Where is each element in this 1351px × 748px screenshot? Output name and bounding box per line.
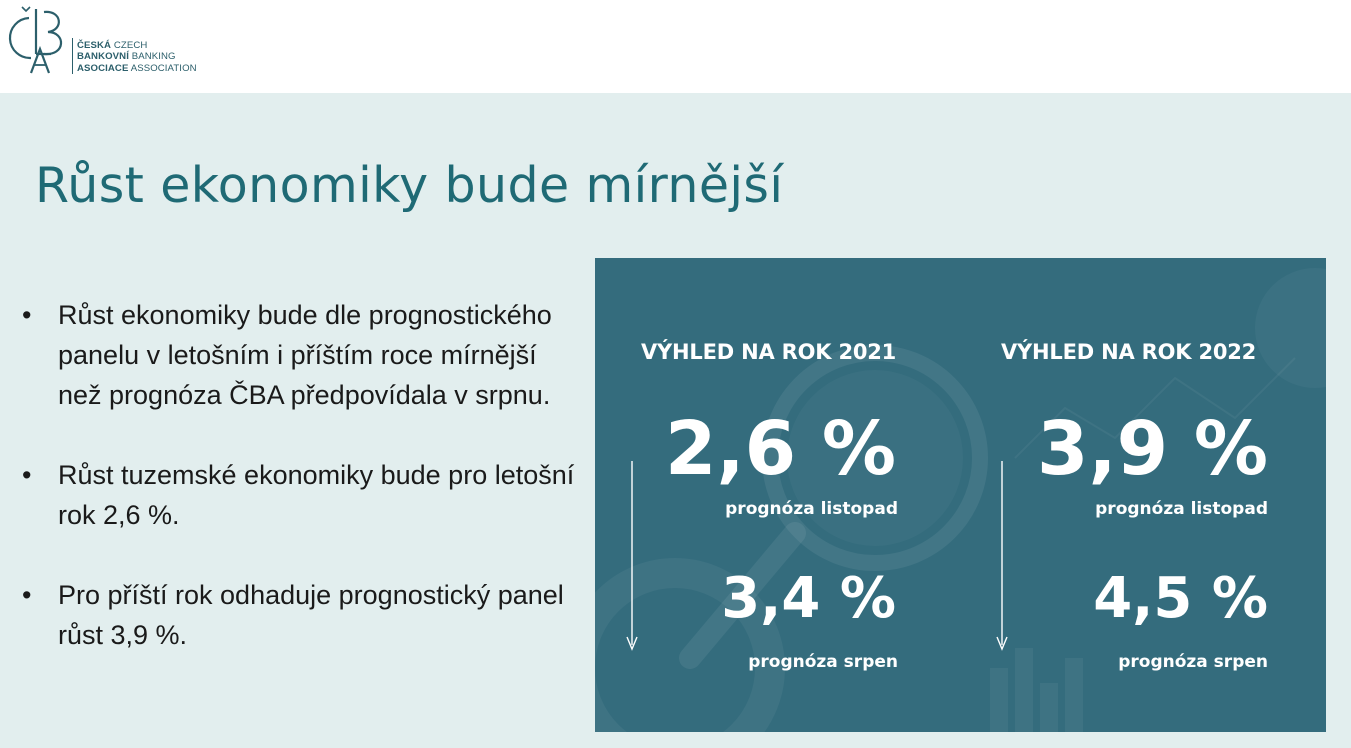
page-title: Růst ekonomiky bude mírnější: [35, 157, 784, 214]
logo-wordmark: ČESKÁ CZECH BANKOVNÍ BANKING ASOCIACE AS…: [77, 40, 197, 74]
outlook-2022-august-label: prognóza srpen: [1118, 652, 1268, 672]
logo-line3-light: ASSOCIATION: [130, 62, 197, 74]
outlook-panel: VÝHLED NA ROK 2021 2,6 % prognóza listop…: [595, 258, 1326, 732]
outlook-2022-november-value: 3,9 %: [1037, 406, 1268, 492]
down-arrow-icon: [626, 461, 638, 651]
bullet-text: Růst tuzemské ekonomiky bude pro letošní…: [58, 460, 575, 530]
cba-logo: [8, 6, 63, 74]
outlook-2022-august-value: 4,5 %: [1093, 566, 1268, 631]
logo-line3-bold: ASOCIACE: [77, 62, 129, 74]
outlook-2021-august-label: prognóza srpen: [748, 652, 898, 672]
outlook-2021-november-label: prognóza listopad: [725, 499, 898, 519]
logo-line1-light: CZECH: [113, 40, 148, 51]
outlook-2021-november-value: 2,6 %: [665, 406, 896, 492]
bullet-list: • Růst ekonomiky bude dle prognostického …: [18, 295, 578, 695]
bullet-item: • Pro příští rok odhaduje prognostický pa…: [18, 575, 578, 655]
magnifier-background: [595, 268, 1326, 732]
down-arrow-icon: [996, 461, 1008, 651]
bullet-text: Růst ekonomiky bude dle prognostického p…: [58, 300, 552, 410]
outlook-2021-heading: VÝHLED NA ROK 2021: [641, 340, 897, 364]
slide-header: ČESKÁ CZECH BANKOVNÍ BANKING ASOCIACE AS…: [0, 0, 1351, 93]
bullet-text: Pro příští rok odhaduje prognostický pan…: [58, 580, 564, 650]
bullet-marker: •: [22, 300, 32, 330]
outlook-2022-november-label: prognóza listopad: [1095, 499, 1268, 519]
logo-divider: [72, 38, 73, 74]
bullet-marker: •: [22, 580, 32, 610]
bullet-item: • Růst tuzemské ekonomiky bude pro letošn…: [18, 455, 578, 535]
slide-body: Růst ekonomiky bude mírnější • Růst ekono…: [0, 93, 1351, 748]
logo-line2-bold: BANKOVNÍ: [77, 51, 129, 63]
logo-line2-light: BANKING: [131, 51, 176, 63]
bullet-item: • Růst ekonomiky bude dle prognostického …: [18, 295, 578, 415]
outlook-2021-august-value: 3,4 %: [721, 566, 896, 631]
outlook-2022-heading: VÝHLED NA ROK 2022: [1001, 340, 1257, 364]
logo-line1-bold: ČESKÁ: [77, 40, 112, 51]
bullet-marker: •: [22, 460, 32, 490]
